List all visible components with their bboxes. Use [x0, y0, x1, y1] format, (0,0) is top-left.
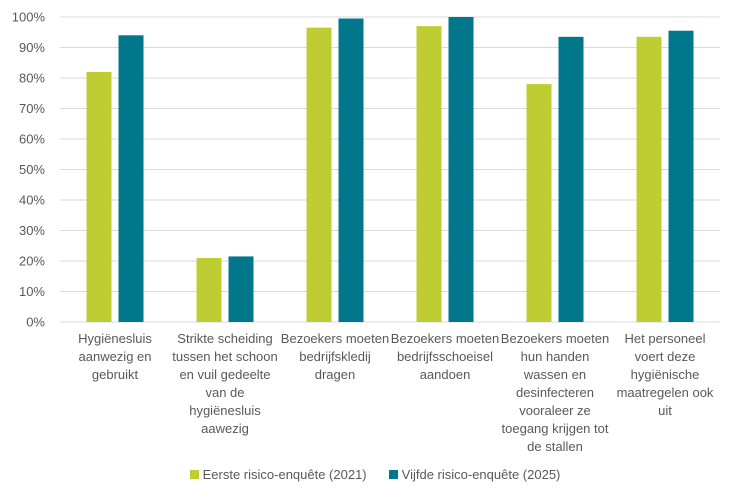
bar-2021	[526, 84, 552, 322]
legend-item-2021: Eerste risico-enquête (2021)	[189, 467, 367, 482]
y-tick-label: 50%	[19, 162, 45, 177]
bar-2025	[338, 18, 364, 323]
legend: Eerste risico-enquête (2021) Vijfde risi…	[0, 467, 750, 482]
legend-label-2021: Eerste risico-enquête (2021)	[202, 467, 367, 482]
bar-2021	[86, 71, 112, 323]
legend-swatch-2021	[189, 470, 199, 479]
y-axis: 0% 10% 20% 30% 40% 50% 60% 70% 80% 90% 100%	[12, 10, 46, 330]
bar-2021	[196, 257, 222, 322]
legend-item-2025: Vijfde risico-enquête (2025)	[388, 467, 561, 482]
y-tick-label: 0%	[26, 315, 45, 330]
x-category-label: Bezoekers moeten hun handen wassen en de…	[500, 331, 610, 454]
bar-2021	[306, 27, 332, 323]
y-tick-label: 40%	[19, 193, 45, 208]
bars	[86, 17, 694, 323]
x-category-label: Bezoekers moeten bedrijfskledij dragen	[280, 331, 390, 382]
x-category-label: Het personeel voert deze hygiënische maa…	[616, 331, 714, 418]
y-tick-label: 10%	[19, 284, 45, 299]
x-category-label: Hygiënesluis aanwezig en gebruikt	[78, 331, 152, 382]
bar-2025	[448, 17, 474, 322]
bar-2025	[668, 30, 694, 322]
legend-swatch-2025	[388, 470, 398, 479]
y-tick-label: 90%	[19, 40, 45, 55]
y-tick-label: 70%	[19, 101, 45, 116]
legend-label-2025: Vijfde risico-enquête (2025)	[401, 467, 561, 482]
bar-2021	[416, 26, 442, 323]
bar-2025	[558, 36, 584, 322]
y-tick-label: 60%	[19, 132, 45, 147]
bar-2025	[118, 35, 144, 323]
x-category-label: Strikte scheiding tussen het schoon en v…	[172, 331, 278, 436]
gridlines	[60, 16, 720, 323]
y-tick-label: 100%	[12, 10, 46, 25]
bar-2025	[228, 256, 254, 322]
bar-2021	[636, 36, 662, 322]
x-category-label: Bezoekers moeten bedrijfsschoeisel aando…	[390, 331, 500, 382]
y-tick-label: 30%	[19, 223, 45, 238]
y-tick-label: 20%	[19, 254, 45, 269]
y-tick-label: 80%	[19, 71, 45, 86]
